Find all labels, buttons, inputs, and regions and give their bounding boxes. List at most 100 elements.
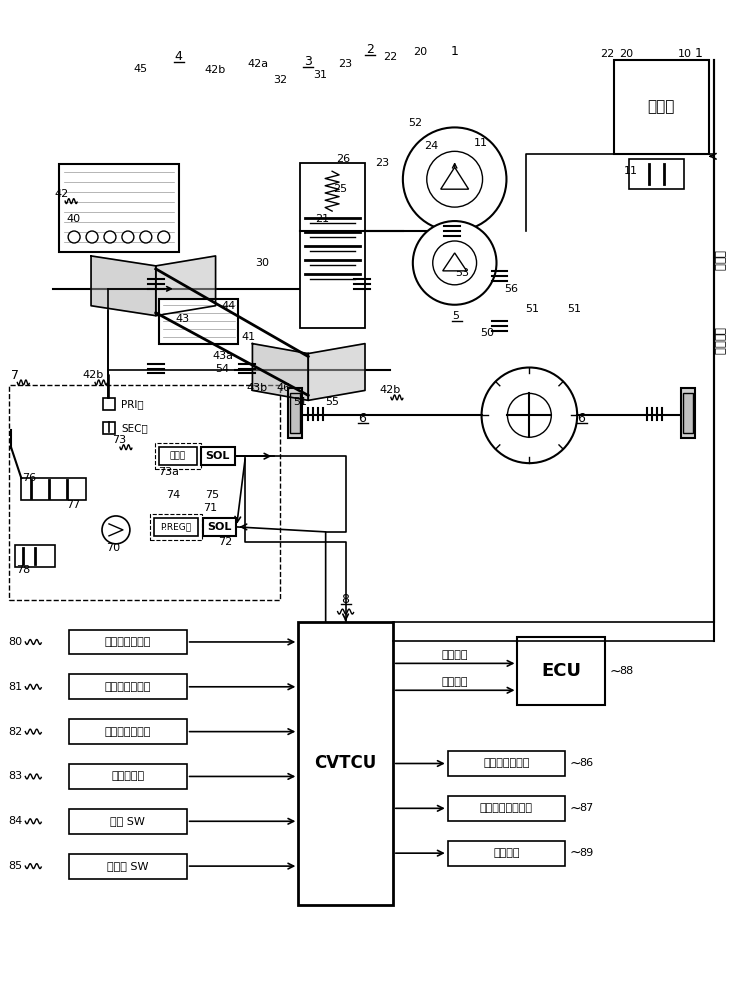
Text: 56: 56 (504, 284, 518, 294)
Text: 72: 72 (218, 537, 233, 547)
Text: 85: 85 (8, 861, 23, 871)
Text: ~: ~ (569, 846, 581, 860)
Text: 40: 40 (66, 214, 81, 224)
Text: 断路 SW: 断路 SW (111, 816, 146, 826)
Text: 44: 44 (221, 301, 236, 311)
Text: 52: 52 (408, 118, 422, 128)
Bar (614, 60, 709, 154)
Text: PRI压: PRI压 (121, 399, 143, 409)
Text: 次级油压传感器: 次级油压传感器 (105, 727, 151, 737)
Text: 50: 50 (480, 328, 495, 338)
Text: 次级旋转传感器: 次级旋转传感器 (105, 682, 151, 692)
Text: 41: 41 (242, 332, 255, 342)
Circle shape (104, 231, 116, 243)
Text: ~: ~ (569, 756, 581, 770)
Text: 73: 73 (112, 435, 126, 445)
Text: 减压阀: 减压阀 (170, 452, 186, 461)
Text: ECU: ECU (541, 662, 581, 680)
Bar (69, 719, 187, 744)
Text: 45: 45 (134, 64, 148, 74)
Text: 转矩信息: 转矩信息 (442, 650, 468, 660)
Text: 71: 71 (203, 503, 217, 513)
Text: 4: 4 (175, 50, 183, 63)
Circle shape (433, 241, 477, 285)
Bar (59, 164, 179, 252)
Circle shape (427, 151, 482, 207)
Bar (103, 398, 115, 410)
Text: SOL: SOL (207, 522, 232, 532)
Text: 油温传感器: 油温传感器 (111, 771, 144, 781)
Bar (69, 764, 187, 789)
Bar (681, 388, 695, 438)
Text: SEC压: SEC压 (121, 423, 148, 433)
Text: 51: 51 (294, 397, 307, 407)
Text: 43a: 43a (212, 351, 233, 361)
Text: 46: 46 (276, 383, 291, 393)
Text: 6: 6 (358, 412, 366, 425)
Text: 78: 78 (16, 565, 31, 575)
Circle shape (507, 393, 551, 437)
Text: 42: 42 (54, 189, 68, 199)
Text: 3: 3 (305, 55, 312, 68)
Text: CVTCU: CVTCU (315, 754, 377, 772)
Text: 84: 84 (8, 816, 23, 826)
Text: 7: 7 (11, 369, 19, 382)
Text: 1: 1 (695, 47, 703, 60)
Bar (69, 854, 187, 879)
Text: 11: 11 (474, 138, 488, 148)
Circle shape (413, 221, 496, 305)
Bar (154, 443, 201, 469)
Text: 发动机: 发动机 (648, 99, 675, 114)
Text: 23: 23 (375, 158, 389, 168)
Text: 87: 87 (579, 803, 594, 813)
Circle shape (158, 231, 170, 243)
Polygon shape (441, 167, 468, 189)
Text: 23: 23 (338, 59, 352, 69)
Polygon shape (308, 344, 365, 400)
Bar (159, 299, 239, 344)
Bar (448, 841, 565, 866)
Text: 20: 20 (413, 47, 427, 57)
Text: 30: 30 (255, 258, 269, 268)
Text: 73a: 73a (158, 467, 179, 477)
Text: 油门开度传感器: 油门开度传感器 (483, 758, 530, 768)
Text: 70: 70 (106, 543, 120, 553)
Bar (518, 637, 605, 705)
Text: 22: 22 (600, 49, 614, 59)
Bar (288, 388, 302, 438)
Text: 11: 11 (624, 166, 638, 176)
Text: 42b: 42b (204, 65, 225, 75)
Circle shape (403, 127, 507, 231)
Text: P.REG阀: P.REG阀 (160, 522, 191, 531)
Polygon shape (253, 344, 308, 400)
Circle shape (86, 231, 98, 243)
Bar (298, 622, 393, 905)
Circle shape (482, 368, 578, 463)
Polygon shape (91, 256, 156, 316)
Bar (150, 514, 201, 540)
Circle shape (68, 231, 80, 243)
Bar (448, 796, 565, 821)
Polygon shape (443, 253, 466, 271)
Bar (159, 447, 197, 465)
Text: 80: 80 (8, 637, 23, 647)
Text: 8: 8 (342, 593, 350, 606)
Text: 82: 82 (8, 727, 23, 737)
Circle shape (102, 516, 130, 544)
Text: 控制信号: 控制信号 (712, 327, 725, 355)
Text: 31: 31 (313, 70, 327, 80)
Text: 43: 43 (176, 314, 190, 324)
Text: 21: 21 (315, 214, 329, 224)
Bar (10, 385, 280, 600)
Text: 86: 86 (579, 758, 594, 768)
Text: 1: 1 (451, 45, 459, 58)
Text: SOL: SOL (206, 451, 230, 461)
Text: 42a: 42a (248, 59, 269, 69)
Text: 节气门开度传感器: 节气门开度传感器 (480, 803, 533, 813)
Circle shape (122, 231, 134, 243)
Text: 转矩请求: 转矩请求 (442, 677, 468, 687)
Text: 89: 89 (579, 848, 594, 858)
Bar (21, 478, 86, 500)
Text: 2: 2 (366, 43, 374, 56)
Text: 32: 32 (273, 75, 288, 85)
